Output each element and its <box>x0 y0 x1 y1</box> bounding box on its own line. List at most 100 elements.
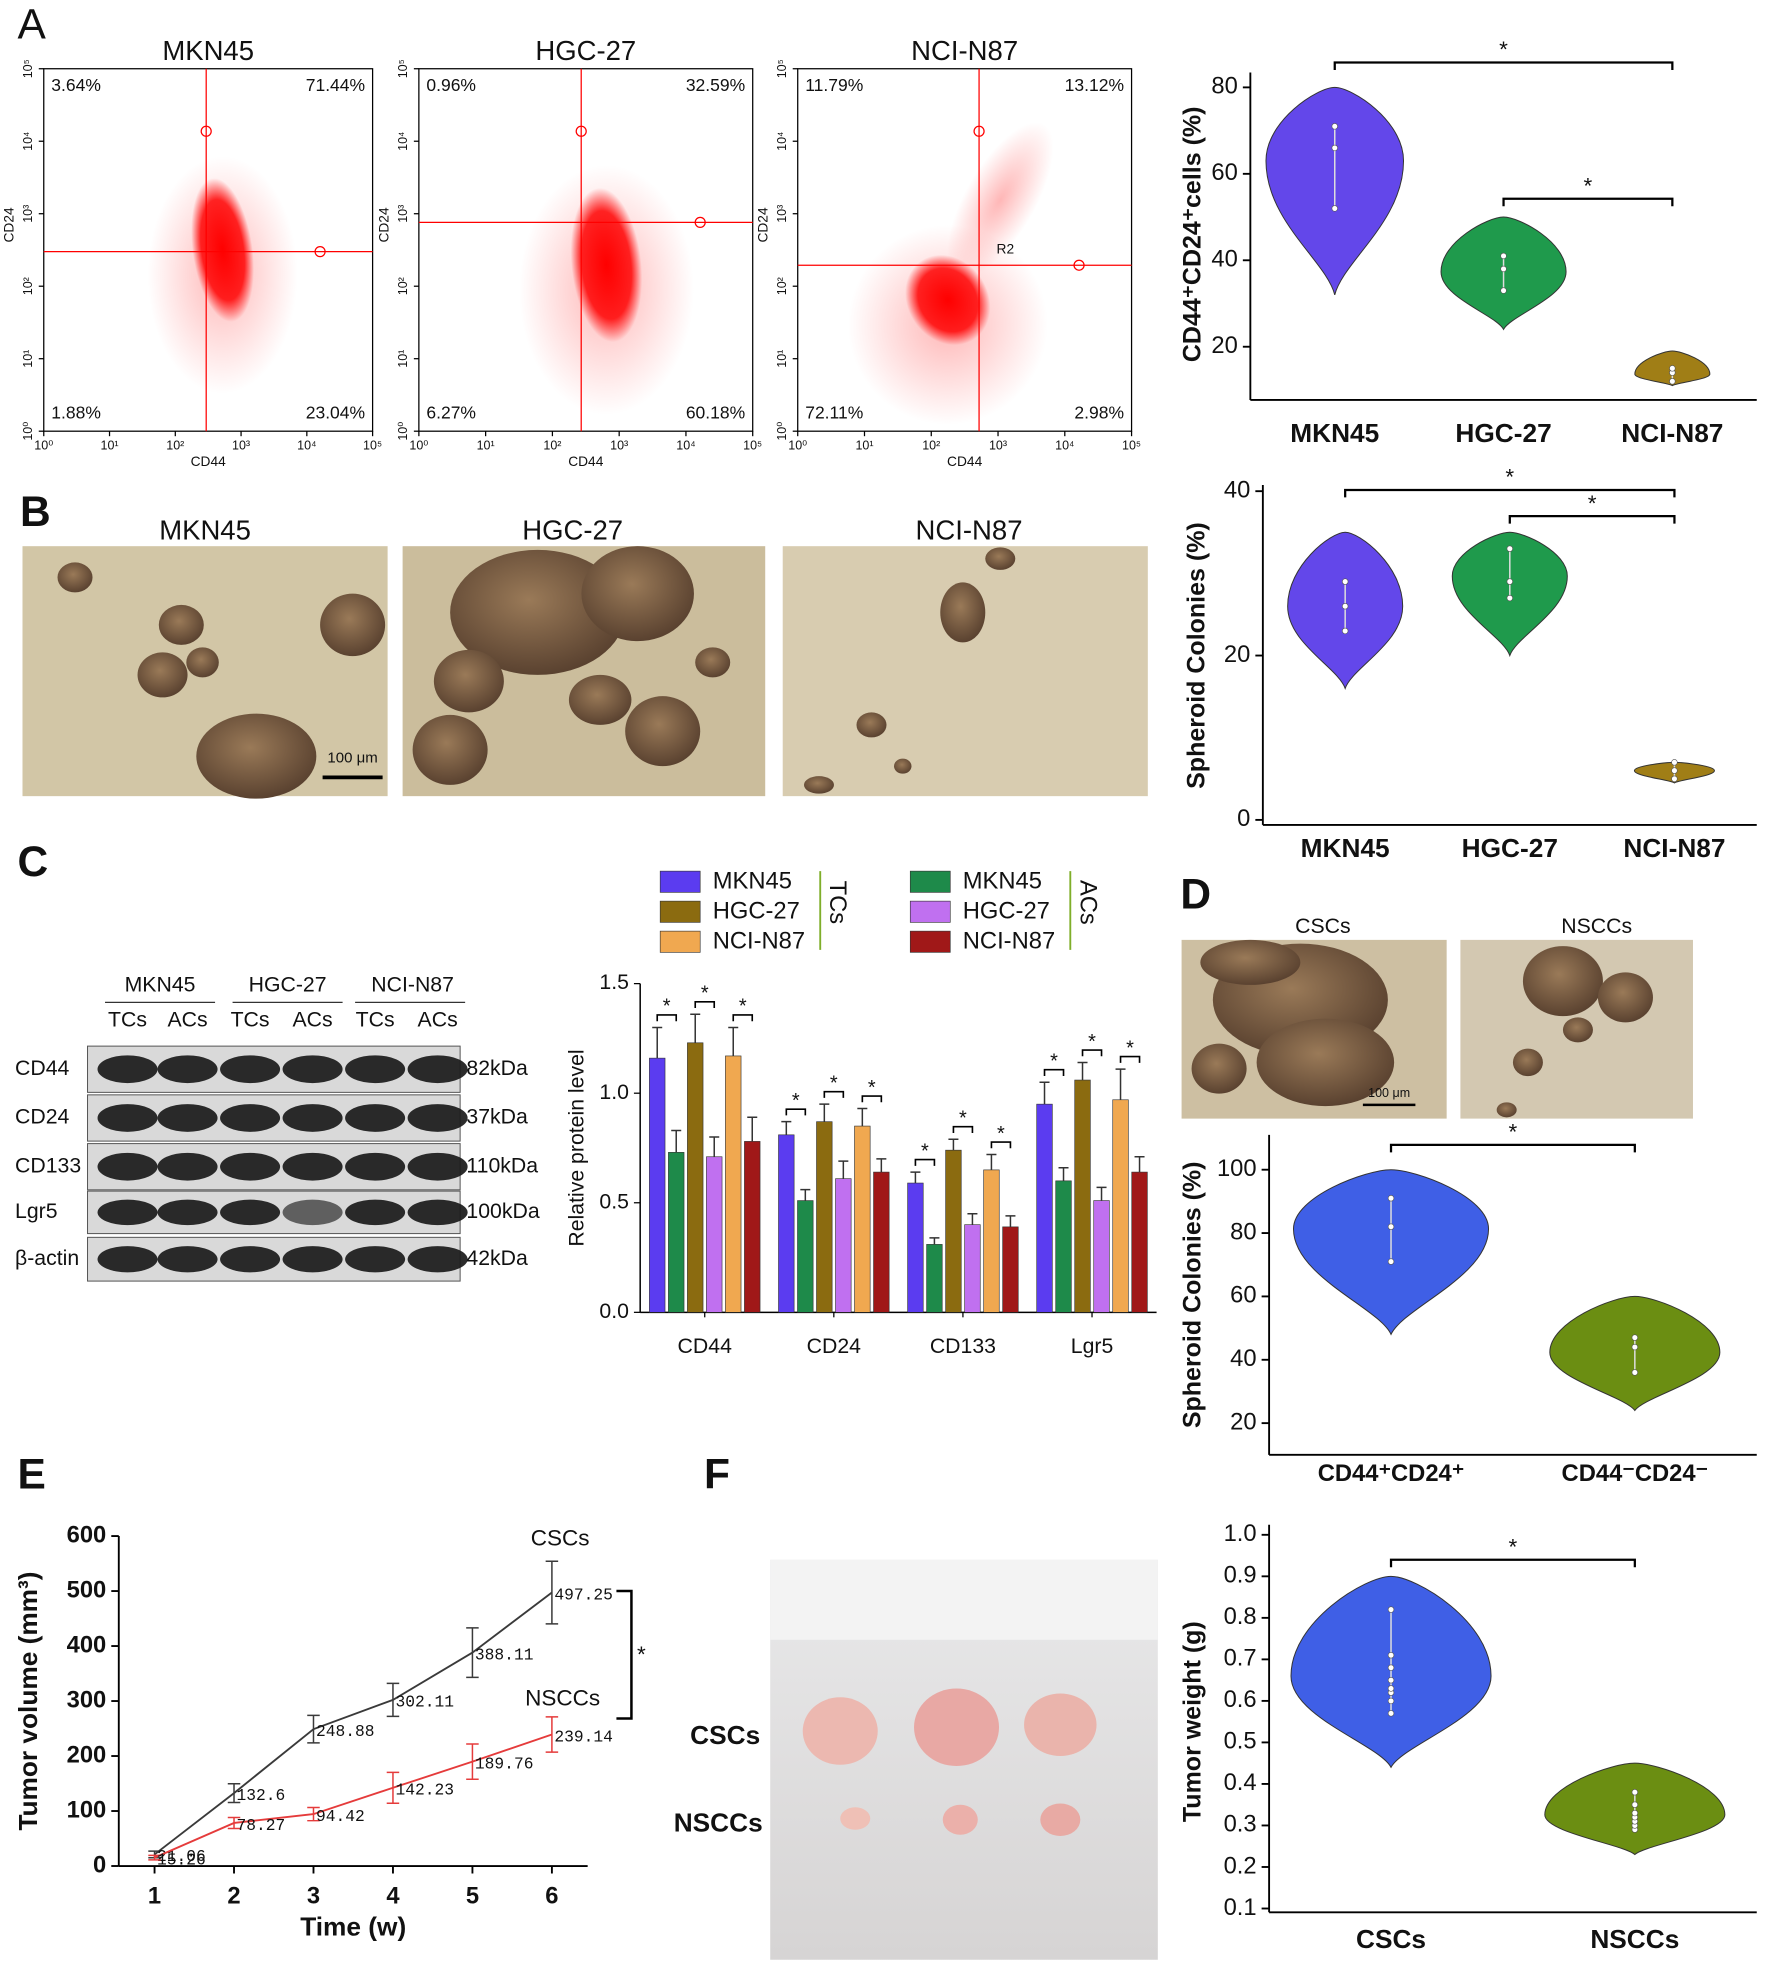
blot-band <box>345 1199 406 1226</box>
x-tick-label: 10⁰ <box>409 438 428 452</box>
spheroid <box>1200 939 1301 985</box>
violin-point <box>1387 1685 1395 1692</box>
error-bar <box>307 1806 320 1822</box>
significance-label: * <box>1509 1534 1518 1559</box>
data-label: 189.76 <box>475 1754 534 1773</box>
bar <box>1112 1099 1129 1313</box>
significance-label: * <box>1050 1051 1058 1073</box>
quadrant-label: 2.98% <box>1074 402 1124 422</box>
blot-size: 37kDa <box>466 1105 528 1129</box>
x-tick-label: 10³ <box>610 438 628 452</box>
spheroid <box>57 562 93 593</box>
violin-point <box>1631 1369 1639 1376</box>
plot-frame <box>797 68 1133 432</box>
gate-handle <box>973 125 985 137</box>
y-tick-label: 10⁵ <box>21 59 35 78</box>
significance-label: * <box>1088 1031 1096 1053</box>
micrograph-label: CSCs <box>1295 914 1351 938</box>
blot-protein: CD44 <box>15 1056 70 1080</box>
significance-bracket <box>1508 515 1676 524</box>
x-tick-label: 1 <box>148 1883 161 1910</box>
x-axis-label: Time (w) <box>300 1911 406 1941</box>
bar <box>706 1156 723 1313</box>
error-bar <box>466 1627 479 1679</box>
panel-letter: B <box>20 489 51 536</box>
y-axis-label: Spheroid Colonies (%) <box>1179 1162 1207 1429</box>
spheroid <box>433 649 504 713</box>
quadrant-label: 6.27% <box>426 402 476 422</box>
x-tick-label: NCI-N87 <box>1623 833 1725 863</box>
micrograph-label: NSCCs <box>1561 914 1632 938</box>
significance-bracket <box>1119 1055 1141 1063</box>
spheroid <box>450 549 626 675</box>
y-tick-label: 10¹ <box>396 350 410 368</box>
error-bar <box>800 1188 811 1201</box>
y-tick-label: 10² <box>396 277 410 295</box>
bar <box>854 1125 871 1313</box>
x-tick-label: MKN45 <box>1290 418 1379 448</box>
y-tick-label: 500 <box>67 1576 107 1603</box>
bar <box>649 1057 666 1313</box>
violin-point <box>1387 1697 1395 1705</box>
spheroid <box>940 582 986 643</box>
quadrant-label: 72.11% <box>805 402 863 422</box>
x-tick-label: NSCCs <box>1590 1924 1679 1954</box>
x-tick-label: 10¹ <box>477 438 495 452</box>
x-tick-label: CD44⁻CD24⁻ <box>1562 1460 1709 1487</box>
blot-band <box>97 1152 158 1181</box>
spheroid <box>320 593 386 657</box>
blot-band <box>97 1055 158 1084</box>
panel-letter: C <box>18 839 49 886</box>
tumor <box>914 1688 1000 1767</box>
legend-label: MKN45 <box>963 868 1042 895</box>
violin-point <box>1631 1801 1639 1808</box>
panel-letter: E <box>18 1452 46 1499</box>
y-tick-label: 20 <box>1211 332 1237 359</box>
y-tick-label: 0.9 <box>1224 1562 1257 1589</box>
error-bar <box>1039 1081 1050 1105</box>
y-tick-label: 0.0 <box>599 1299 629 1323</box>
spheroid <box>412 714 488 785</box>
legend-swatch <box>659 900 701 923</box>
y-tick-label: 1.0 <box>1224 1520 1257 1547</box>
significance-label: * <box>868 1077 876 1099</box>
x-tick-label: HGC-27 <box>1455 418 1551 448</box>
y-tick-label: 10⁴ <box>396 132 410 151</box>
y-tick-label: 10⁴ <box>775 132 789 151</box>
photo-row-label: NSCCs <box>674 1808 763 1838</box>
spheroid <box>137 652 188 698</box>
error-bar <box>986 1153 997 1170</box>
violin-point <box>1631 1334 1639 1341</box>
error-bar <box>1096 1186 1107 1201</box>
error-bar <box>819 1103 830 1122</box>
y-tick-label: 0.5 <box>599 1189 629 1213</box>
plot-frame <box>43 68 374 432</box>
tumor <box>942 1804 978 1835</box>
x-axis-label: CD44 <box>191 454 227 469</box>
bar <box>725 1055 742 1313</box>
y-axis-label: CD44⁺CD24⁺cells (%) <box>1179 107 1207 363</box>
bar <box>983 1169 1000 1313</box>
x-tick-label: 10⁵ <box>743 438 762 452</box>
photo-row-label: CSCs <box>690 1720 760 1750</box>
tumor-photo: CSCs NSCCs <box>674 1559 1158 1960</box>
data-label: 497.25 <box>554 1585 613 1604</box>
error-bar <box>876 1158 887 1173</box>
bar <box>1036 1103 1053 1313</box>
violin-point <box>1500 287 1507 294</box>
bar <box>1131 1171 1148 1313</box>
quadrant-label: 3.64% <box>51 75 101 95</box>
violin-point <box>1671 759 1678 766</box>
blot-size: 82kDa <box>466 1056 528 1080</box>
significance-label: * <box>830 1072 838 1094</box>
gate-handle <box>575 125 587 137</box>
error-bar <box>1058 1166 1069 1181</box>
quadrant-label: 1.88% <box>51 402 101 422</box>
blot-condition: ACs <box>418 1008 458 1032</box>
violin-point <box>1341 627 1349 635</box>
panel-letter: A <box>18 2 47 49</box>
error-bar <box>910 1171 921 1184</box>
violin-point <box>1506 594 1513 602</box>
blot-protein: Lgr5 <box>15 1199 58 1223</box>
x-tick-label: CD44⁺CD24⁺ <box>1318 1460 1465 1487</box>
